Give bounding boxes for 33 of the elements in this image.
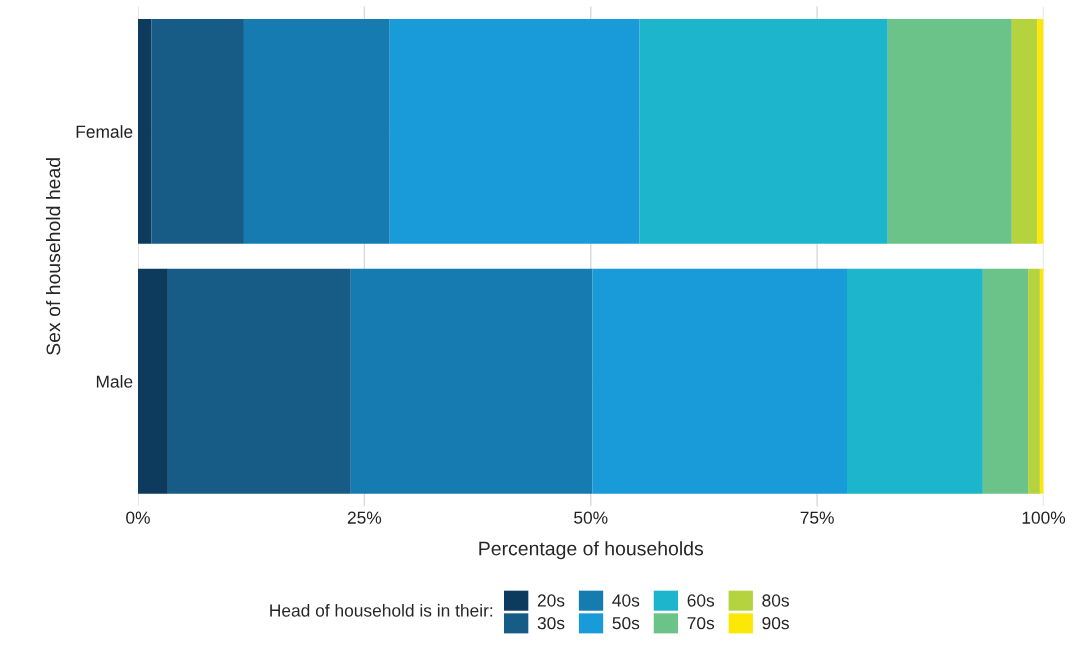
legend-label: 90s	[762, 617, 789, 630]
legend-label: 20s	[537, 594, 565, 607]
y-tick-label: Male	[96, 375, 133, 388]
bar	[151, 18, 244, 244]
x-tick-label: 0%	[126, 511, 150, 524]
bar	[592, 268, 848, 494]
bar	[982, 268, 1029, 494]
x-tick-label: 75%	[800, 511, 834, 524]
x-tick-label: 25%	[347, 511, 382, 524]
y-axis-title: Sex of household head	[46, 158, 61, 355]
y-tick-label: Female	[76, 125, 133, 138]
bar	[639, 18, 888, 244]
legend-title: Head of household is in their:	[270, 603, 493, 617]
legend-label: 50s	[612, 617, 640, 630]
bar	[1028, 268, 1040, 494]
legend-label: 40s	[612, 594, 640, 607]
legend-label: 70s	[687, 617, 715, 630]
x-tick-label: 50%	[574, 511, 608, 524]
bar	[1037, 18, 1044, 244]
bar	[350, 268, 593, 494]
legend-label: 80s	[762, 594, 789, 607]
bar	[389, 18, 640, 244]
bar	[887, 18, 1012, 244]
bar	[137, 18, 152, 244]
legend-label: 60s	[687, 594, 715, 607]
x-tick-label: 100%	[1022, 511, 1066, 524]
bar	[243, 18, 390, 244]
bar	[847, 268, 983, 494]
bar	[167, 268, 351, 494]
x-axis-title: Percentage of households	[479, 541, 704, 560]
bar	[1011, 18, 1038, 244]
legend-label: 30s	[537, 617, 565, 630]
bar	[137, 268, 168, 494]
